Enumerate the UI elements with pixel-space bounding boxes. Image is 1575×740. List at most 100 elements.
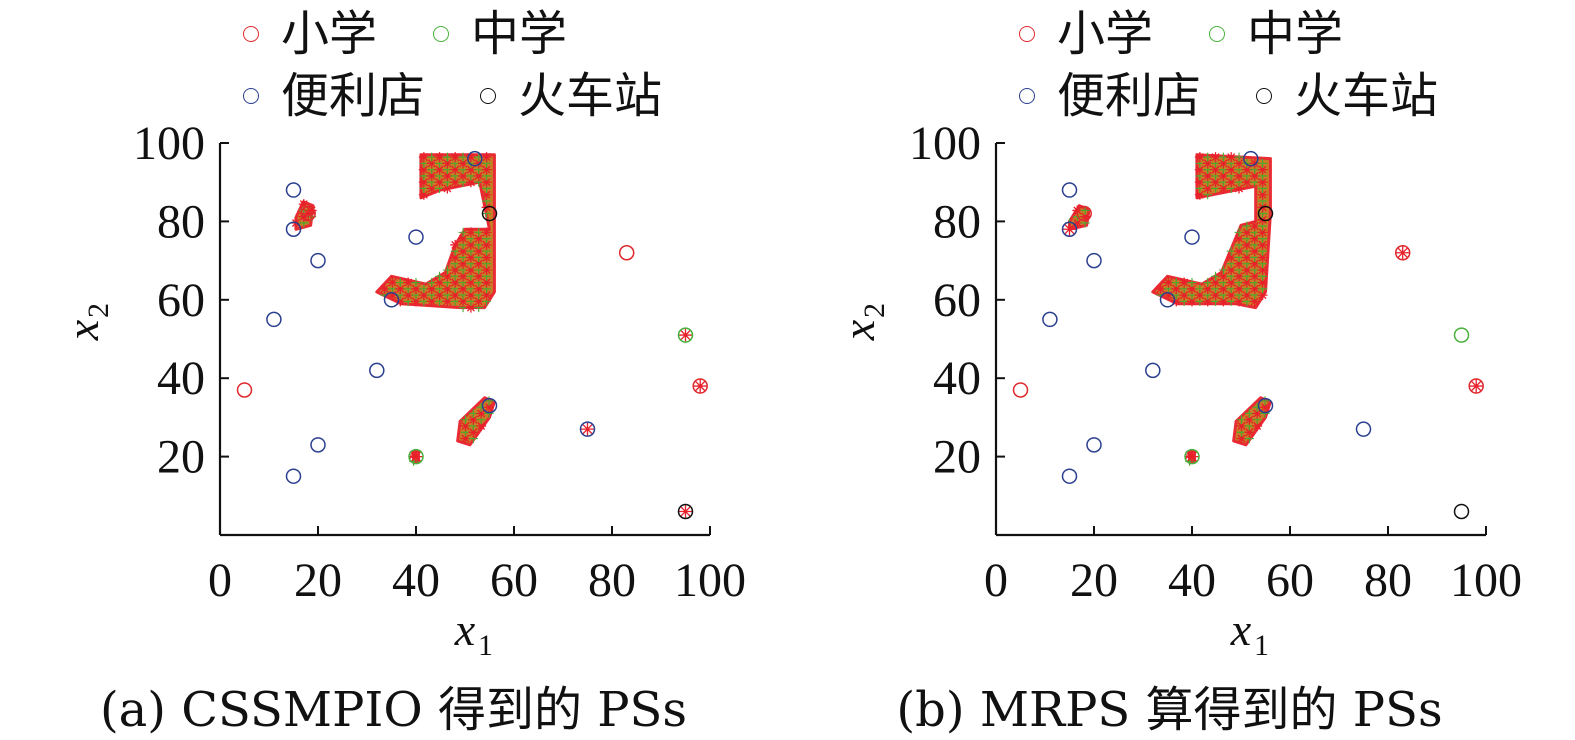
ps-star-point bbox=[1234, 271, 1245, 282]
ps-star-point bbox=[1241, 290, 1252, 301]
primary-school-point bbox=[1394, 245, 1411, 261]
convenience-store-point bbox=[467, 150, 483, 167]
convenience-store-point bbox=[1042, 311, 1058, 328]
y-tick-label: 40 bbox=[933, 352, 981, 405]
legend-label: 火车站 bbox=[1294, 68, 1439, 124]
ps-star-point bbox=[403, 290, 414, 301]
ps-star-point bbox=[442, 183, 453, 194]
ps-plus-point bbox=[1187, 278, 1197, 288]
ps-star-point bbox=[442, 158, 453, 169]
circle-marker-icon bbox=[433, 26, 449, 42]
convenience-store-point bbox=[1159, 292, 1176, 308]
ps-star-point bbox=[418, 290, 429, 301]
ps-star-point bbox=[458, 296, 469, 307]
ps-star-point bbox=[481, 189, 492, 200]
primary-school-point bbox=[1076, 205, 1092, 222]
ps-star-point bbox=[403, 277, 414, 288]
ps-star-point bbox=[1252, 421, 1263, 432]
ps-star-point bbox=[458, 233, 469, 244]
ps-star-point bbox=[473, 158, 484, 169]
ps-star-point bbox=[1202, 158, 1213, 169]
y-axis-label-group: x2 bbox=[833, 303, 891, 341]
ps-star-point bbox=[387, 277, 398, 288]
convenience-store-point bbox=[1257, 397, 1274, 414]
primary-school-point bbox=[1468, 378, 1484, 394]
ps-star-point bbox=[473, 170, 484, 181]
legend-label: 中学 bbox=[471, 6, 568, 62]
ps-star-point bbox=[387, 290, 398, 301]
ps-star-point bbox=[1234, 183, 1245, 194]
ps-star-point bbox=[473, 233, 484, 244]
ps-singleton-point bbox=[581, 422, 594, 436]
pareto-set-group bbox=[1065, 152, 1272, 466]
ps-star-point bbox=[1218, 170, 1229, 181]
ps-star-point bbox=[418, 152, 429, 163]
y-tick-label: 20 bbox=[933, 431, 981, 484]
ps-star-point bbox=[1210, 152, 1221, 163]
ps-star-point bbox=[1257, 277, 1268, 288]
ps-star-point bbox=[1257, 177, 1268, 188]
ps-star-point bbox=[1194, 164, 1205, 175]
train-station-point bbox=[677, 503, 694, 520]
legend-label: 中学 bbox=[1247, 6, 1344, 62]
ps-star-point bbox=[1202, 296, 1213, 307]
primary-school-point bbox=[692, 378, 708, 394]
ps-star-point bbox=[1210, 177, 1221, 188]
ps-star-point bbox=[1236, 433, 1247, 444]
legend-label: 火车站 bbox=[518, 68, 663, 124]
y-tick-label: 80 bbox=[157, 195, 205, 248]
ps-star-point bbox=[1244, 414, 1255, 425]
circle-marker-icon bbox=[243, 26, 259, 42]
ps-star-point bbox=[1218, 271, 1229, 282]
convenience-store-point bbox=[1061, 182, 1078, 198]
ps-star-point bbox=[481, 152, 492, 163]
convenience-store-point bbox=[1355, 421, 1372, 437]
x-tick-label: 40 bbox=[392, 554, 440, 607]
convenience-store-point bbox=[285, 182, 302, 198]
ps-star-point bbox=[434, 152, 445, 163]
legend-label: 便利店 bbox=[281, 68, 426, 124]
convenience-store-point bbox=[1086, 252, 1102, 269]
ps-star-point bbox=[1249, 233, 1260, 244]
ps-star-point bbox=[481, 227, 492, 238]
ps-star-point bbox=[434, 277, 445, 288]
convenience-store-point bbox=[285, 221, 302, 237]
ps-singleton-point bbox=[693, 379, 707, 393]
legend-item-primary-school: 小学 bbox=[1019, 10, 1153, 58]
train-station-point bbox=[1257, 205, 1274, 222]
ps-plus-point bbox=[1080, 205, 1090, 215]
ps-star-point bbox=[1249, 246, 1260, 257]
x-axis-label-subscript: 1 bbox=[1254, 629, 1269, 662]
chart-panel-b: 小学 中学 便利店 火车站 0 20 40 60 80 100 20 40 60 80 100 x 1 x… bbox=[776, 0, 1563, 740]
x-axis-label: x bbox=[454, 604, 476, 655]
ps-star-point bbox=[1226, 164, 1237, 175]
ps-star-point bbox=[1210, 277, 1221, 288]
ps-star-point bbox=[481, 252, 492, 263]
ps-star-point bbox=[465, 252, 476, 263]
ps-star-point bbox=[1218, 158, 1229, 169]
x-tick-label: 100 bbox=[1450, 554, 1522, 607]
ps-star-point bbox=[442, 296, 453, 307]
ps-singleton-point bbox=[409, 450, 423, 464]
ps-star-point bbox=[458, 271, 469, 282]
legend-item-middle-school: 中学 bbox=[433, 10, 567, 58]
ps-star-point bbox=[395, 296, 406, 307]
ps-star-point bbox=[1257, 189, 1268, 200]
ps-star-point bbox=[418, 177, 429, 188]
ps-star-point bbox=[1257, 239, 1268, 250]
ps-star-point bbox=[481, 277, 492, 288]
convenience-store-point bbox=[1145, 362, 1161, 379]
y-tick-label: 20 bbox=[157, 431, 205, 484]
ps-star-point bbox=[450, 177, 461, 188]
ps-star-point bbox=[1226, 252, 1237, 263]
ps-star-point bbox=[1234, 170, 1245, 181]
ps-star-point bbox=[465, 152, 476, 163]
ps-singleton-point bbox=[1469, 379, 1483, 393]
ps-singleton-point bbox=[679, 328, 692, 342]
x-tick-label: 0 bbox=[208, 554, 232, 607]
ps-star-point bbox=[460, 433, 471, 444]
ps-star-point bbox=[1187, 283, 1197, 294]
ps-star-point bbox=[426, 296, 437, 307]
legend-item-primary-school: 小学 bbox=[243, 10, 377, 58]
